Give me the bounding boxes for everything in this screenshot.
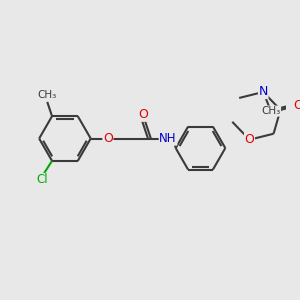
Text: NH: NH <box>159 132 177 145</box>
Text: O: O <box>103 132 113 145</box>
Text: CH₃: CH₃ <box>38 90 57 100</box>
Text: CH₃: CH₃ <box>261 106 280 116</box>
Text: Cl: Cl <box>37 173 48 187</box>
Text: O: O <box>293 99 300 112</box>
Text: O: O <box>138 108 148 121</box>
Text: N: N <box>259 85 268 98</box>
Text: O: O <box>244 133 254 146</box>
